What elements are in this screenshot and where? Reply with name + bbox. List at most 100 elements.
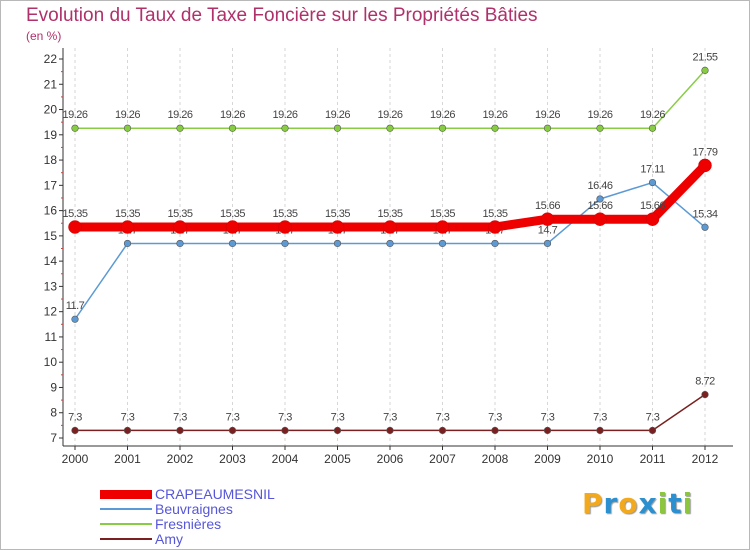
x-tick-label-2001: 2001 [114, 452, 141, 466]
data-label-amy-2000: 7.3 [68, 411, 82, 423]
data-point-fresni-res-2011 [648, 124, 657, 132]
data-label-crapeaumesnil-2002: 15.35 [167, 208, 192, 220]
logo-letter: o [618, 487, 639, 520]
x-tick-label-2011: 2011 [640, 452, 666, 466]
data-point-fresni-res-2010 [596, 124, 604, 132]
data-label-amy-2002: 7.3 [173, 411, 187, 423]
data-point-beuvraignes-2005 [333, 239, 342, 248]
data-label-fresni-res-2005: 19.26 [325, 109, 350, 121]
data-point-fresni-res-2003 [228, 124, 237, 132]
data-point-crapeaumesnil-2010 [593, 212, 607, 226]
y-tick-label-21: 21 [44, 77, 58, 91]
y-tick-label-14: 14 [44, 254, 58, 268]
y-tick-label-9: 9 [50, 380, 57, 394]
data-point-beuvraignes-2001 [123, 239, 132, 248]
data-point-amy-2008 [491, 426, 499, 435]
data-point-amy-2005 [333, 426, 342, 435]
data-label-fresni-res-2004: 19.26 [272, 109, 297, 121]
data-point-amy-2007 [438, 426, 447, 435]
legend-label-beuvraignes: Beuvraignes [155, 501, 233, 517]
data-label-amy-2006: 7.3 [383, 411, 397, 423]
data-point-crapeaumesnil-2005 [330, 220, 345, 234]
data-point-beuvraignes-2012 [701, 223, 709, 231]
data-point-amy-2012 [701, 390, 709, 399]
data-label-crapeaumesnil-2005: 15.35 [325, 208, 350, 220]
legend-swatch-crapeaumesnil [100, 490, 152, 499]
logo-letter: i [657, 487, 669, 520]
x-tick-label-2000: 2000 [62, 452, 89, 466]
x-tick-label-2012: 2012 [692, 452, 719, 466]
x-tick-label-2003: 2003 [219, 452, 246, 466]
data-point-crapeaumesnil-2003 [225, 220, 240, 234]
data-point-beuvraignes-2003 [228, 239, 237, 248]
y-tick-label-11: 11 [45, 330, 58, 344]
data-label-fresni-res-2011: 19.26 [640, 109, 665, 121]
data-label-crapeaumesnil-2011: 15.66 [640, 200, 665, 212]
data-point-beuvraignes-2006 [386, 239, 394, 248]
legend-swatch-amy [100, 538, 152, 540]
data-point-crapeaumesnil-2006 [383, 220, 397, 234]
data-label-amy-2001: 7.3 [121, 411, 135, 423]
y-tick-label-12: 12 [44, 305, 58, 319]
y-tick-label-8: 8 [50, 406, 57, 420]
data-point-fresni-res-2000 [71, 124, 79, 132]
x-tick-label-2007: 2007 [429, 452, 456, 466]
logo-letter: i [682, 487, 694, 520]
data-point-fresni-res-2006 [386, 124, 394, 132]
data-point-crapeaumesnil-2009 [540, 212, 555, 226]
x-tick-label-2002: 2002 [167, 452, 194, 466]
data-point-fresni-res-2008 [491, 124, 499, 132]
data-point-crapeaumesnil-2011 [645, 212, 660, 226]
proxiti-logo: Proxiti [582, 487, 693, 520]
data-label-beuvraignes-2011: 17.11 [640, 164, 665, 176]
data-label-amy-2003: 7.3 [226, 411, 240, 423]
x-tick-label-2004: 2004 [272, 452, 299, 466]
logo-letter: r [603, 487, 619, 520]
legend-item-beuvraignes: Beuvraignes [100, 502, 360, 517]
logo-letter: t [668, 487, 683, 520]
data-label-fresni-res-2010: 19.26 [587, 109, 612, 121]
data-label-fresni-res-2006: 19.26 [377, 109, 402, 121]
data-point-amy-2011 [648, 426, 657, 435]
y-tick-label-13: 13 [44, 279, 58, 293]
data-label-amy-2012: 8.72 [695, 376, 715, 388]
data-label-fresni-res-2012: 21.55 [692, 51, 717, 63]
x-tick-label-2008: 2008 [482, 452, 509, 466]
data-point-beuvraignes-2010 [596, 195, 604, 203]
data-point-crapeaumesnil-2008 [488, 220, 502, 234]
data-point-fresni-res-2004 [281, 124, 289, 132]
logo-letter: x [638, 487, 658, 520]
data-point-crapeaumesnil-2000 [68, 220, 82, 234]
legend-item-amy: Amy [100, 532, 360, 547]
data-label-crapeaumesnil-2001: 15.35 [115, 208, 140, 220]
data-label-amy-2011: 7.3 [646, 411, 660, 423]
y-tick-label-17: 17 [44, 178, 58, 192]
data-point-beuvraignes-2011 [648, 178, 657, 187]
data-label-fresni-res-2007: 19.26 [430, 109, 455, 121]
legend-swatch-fresnieres [100, 523, 152, 525]
data-point-beuvraignes-2009 [543, 239, 552, 248]
legend-item-fresnieres: Fresnières [100, 517, 360, 532]
data-point-amy-2000 [71, 426, 79, 435]
data-point-beuvraignes-2000 [71, 315, 79, 323]
legend-label-fresnieres: Fresnières [155, 516, 222, 532]
data-label-crapeaumesnil-2004: 15.35 [272, 208, 297, 220]
data-point-crapeaumesnil-2012 [698, 158, 712, 173]
data-label-fresni-res-2003: 19.26 [220, 109, 245, 121]
y-tick-label-10: 10 [44, 355, 58, 369]
data-point-fresni-res-2012 [701, 66, 709, 74]
data-point-crapeaumesnil-2007 [435, 220, 450, 234]
data-point-fresni-res-2005 [333, 124, 342, 132]
data-label-amy-2007: 7.3 [436, 411, 450, 423]
data-label-fresni-res-2001: 19.26 [115, 109, 140, 121]
data-label-crapeaumesnil-2007: 15.35 [430, 208, 455, 220]
data-point-beuvraignes-2004 [281, 239, 289, 248]
data-point-fresni-res-2007 [438, 124, 447, 132]
y-tick-label-19: 19 [44, 128, 58, 142]
data-label-crapeaumesnil-2003: 15.35 [220, 208, 245, 220]
data-point-beuvraignes-2002 [176, 239, 184, 248]
legend-item-crapeaumesnil: CRAPEAUMESNIL [100, 487, 360, 502]
x-tick-label-2009: 2009 [534, 452, 561, 466]
data-point-crapeaumesnil-2002 [173, 220, 187, 234]
